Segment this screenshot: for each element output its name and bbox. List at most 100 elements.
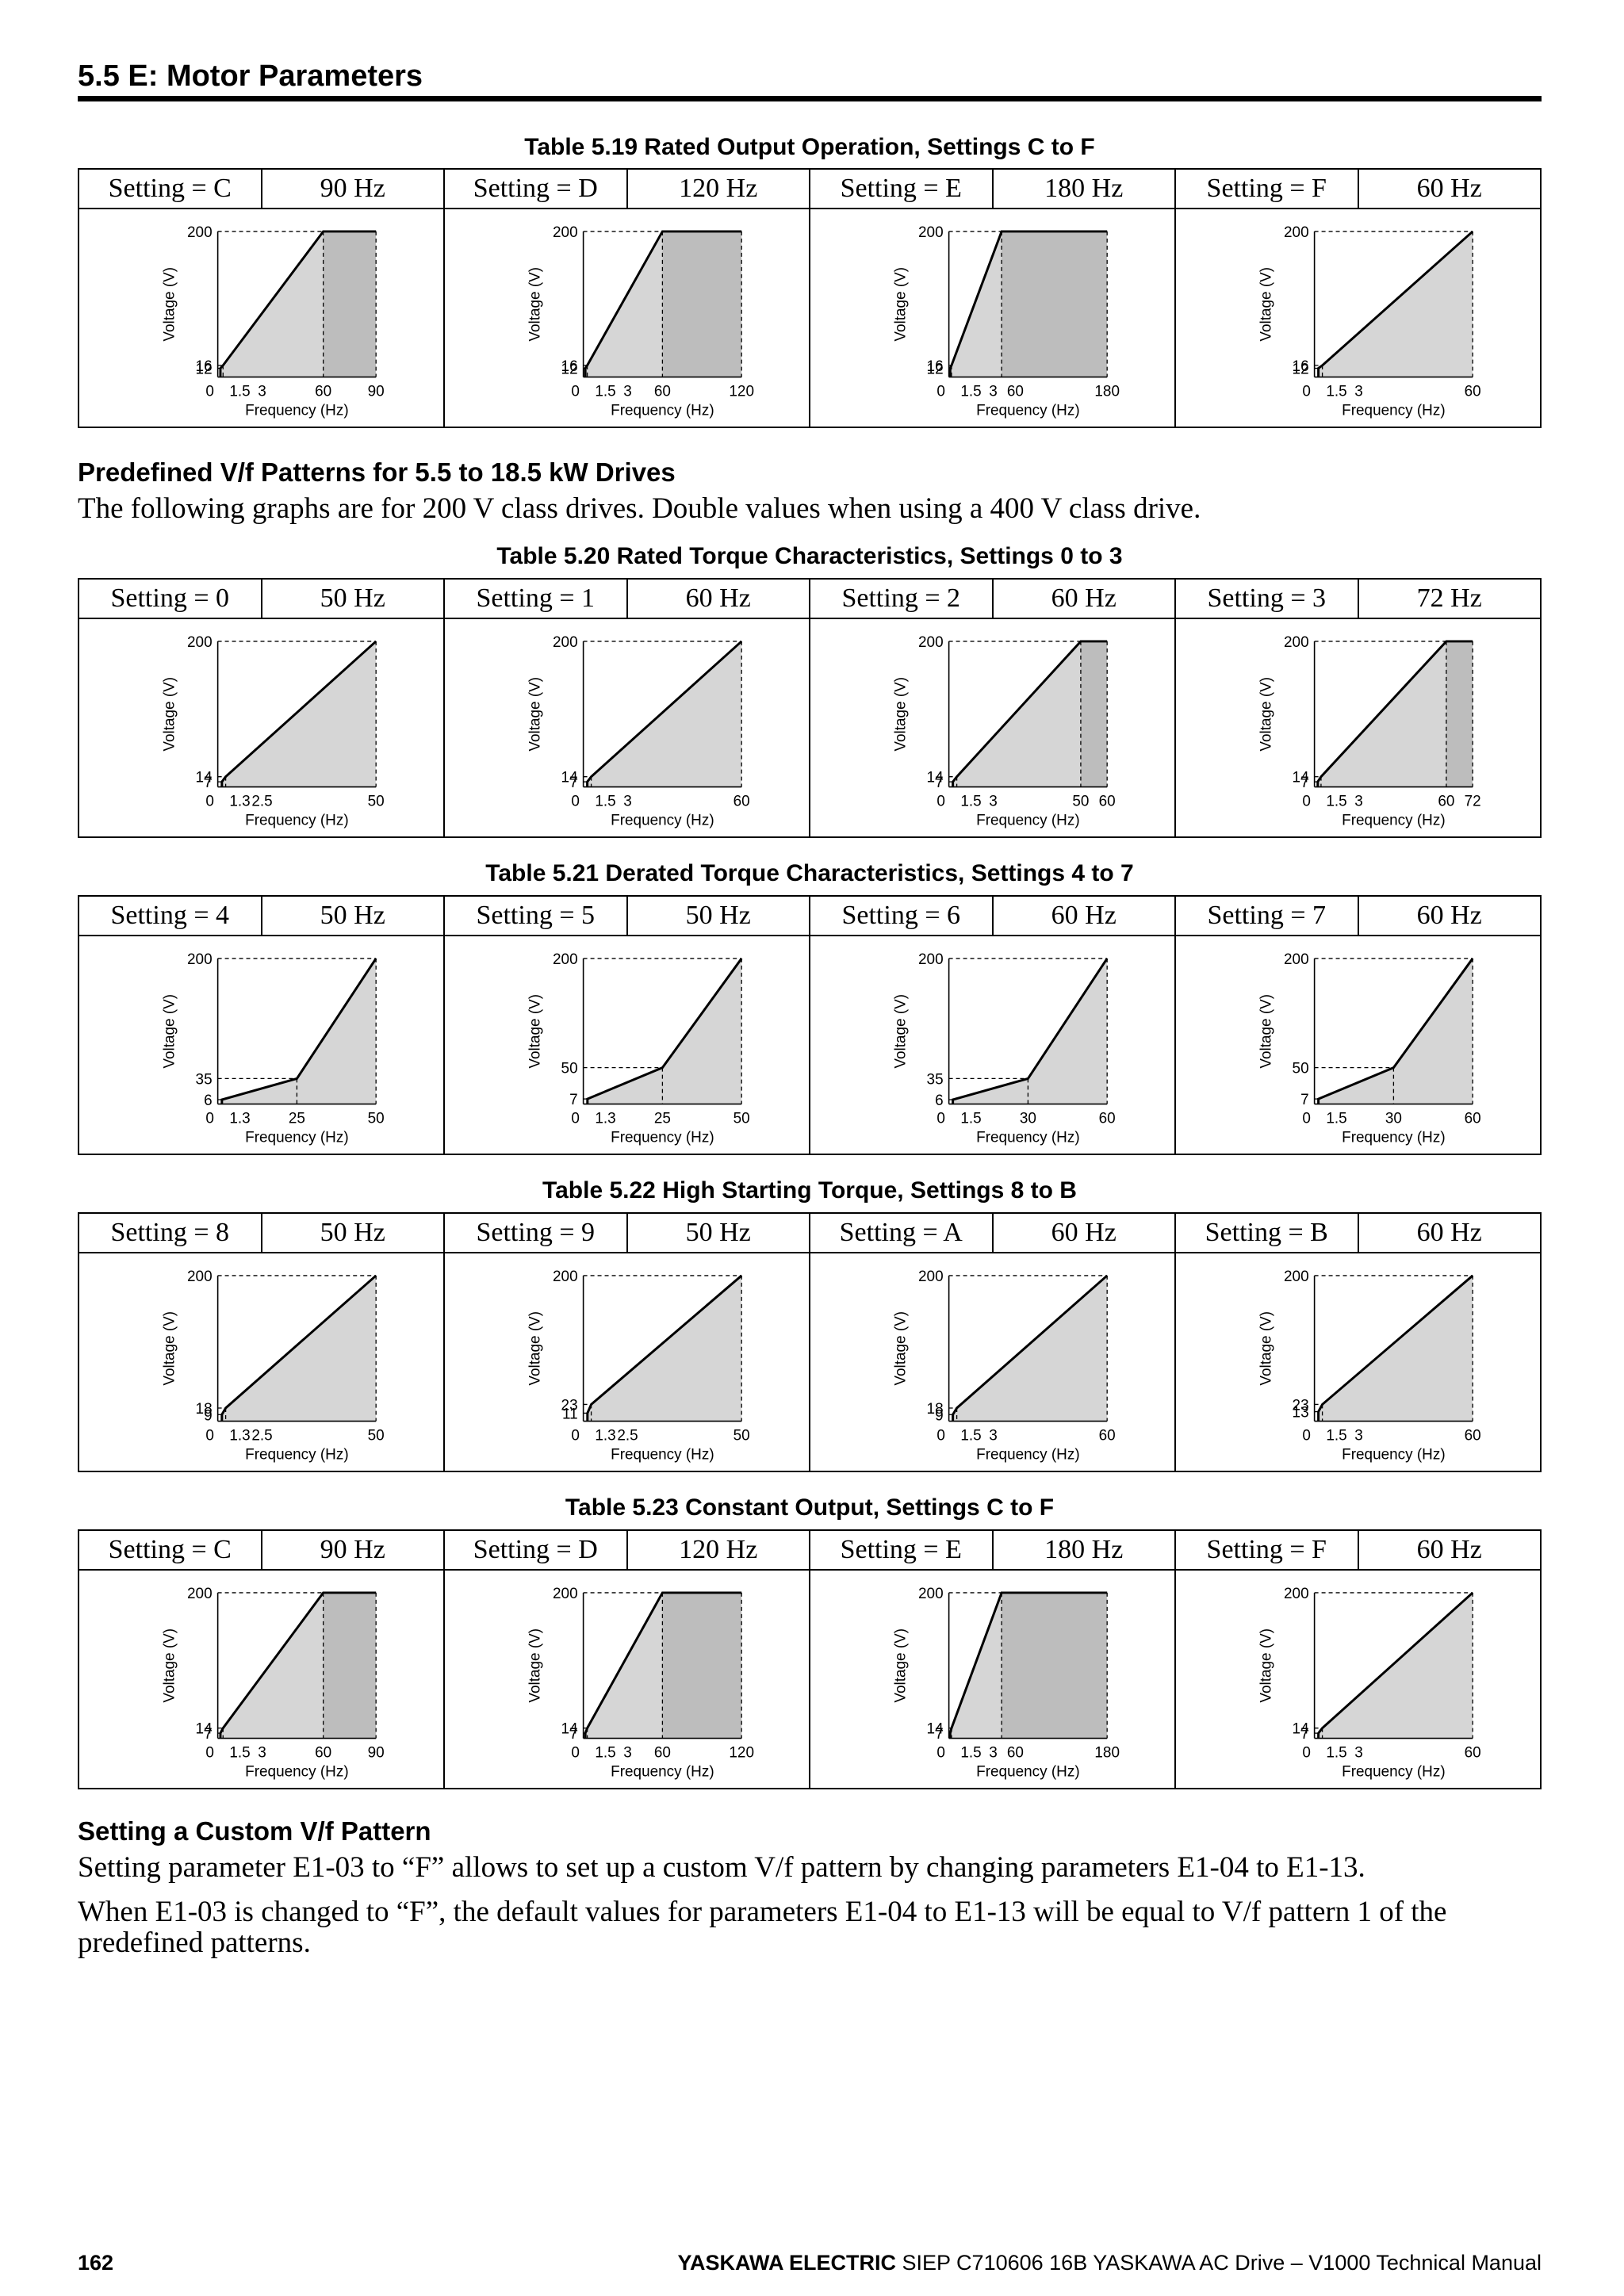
page-number: 162 [78, 2251, 114, 2275]
y-tick-label: 200 [553, 1586, 578, 1602]
x-tick-label: 25 [654, 1110, 671, 1127]
y-axis-title: Voltage (V) [527, 267, 544, 342]
x-tick-label: 0 [205, 383, 214, 400]
y-tick-label: 9 [935, 1407, 944, 1424]
vf-line [586, 958, 743, 1104]
y-tick-label: 200 [918, 634, 944, 651]
vf-area-constant [323, 1592, 377, 1739]
x-tick-label: 3 [1354, 1744, 1363, 1761]
y-tick-label: 16 [1293, 358, 1309, 375]
vf-chart: 714 200 0 1.5 3 60 90 Frequency (Hz) Voltage (V) [162, 1586, 385, 1781]
x-tick-label: 1.5 [1326, 1427, 1346, 1444]
setting-label: Setting = D [443, 168, 628, 209]
vf-line [1317, 230, 1474, 377]
vf-line [952, 1274, 1109, 1422]
y-tick-label: 200 [553, 634, 578, 651]
x-tick-label: 0 [205, 1744, 214, 1761]
y-tick-label: 11 [562, 1406, 578, 1422]
y-tick-label: 50 [1293, 1061, 1309, 1077]
x-tick-label: 1.5 [1326, 1110, 1346, 1127]
y-tick-label: 23 [1293, 1397, 1309, 1414]
x-tick-label: 3 [623, 793, 632, 809]
frequency-label: 120 Hz [626, 168, 810, 209]
y-tick-label: 200 [1284, 224, 1309, 241]
x-tick-label: 2.5 [617, 1427, 638, 1444]
x-tick-label: 0 [936, 793, 945, 809]
x-tick-label: 1.3 [229, 1110, 250, 1127]
vf-area [220, 231, 324, 377]
vf-chart-cell: 13 23 200 0 1.5 3 60 Frequency (Hz) Voltage (V) [1174, 1252, 1542, 1472]
y-axis-title: Voltage (V) [893, 1311, 910, 1386]
table-caption: Table 5.20 Rated Torque Characteristics,… [496, 543, 1123, 569]
vf-area [587, 641, 742, 787]
y-tick-label: 7 [1300, 1092, 1309, 1108]
x-axis-title: Frequency (Hz) [245, 402, 349, 419]
y-axis-title: Voltage (V) [1258, 1628, 1275, 1703]
x-tick-label: 1.5 [1326, 793, 1346, 809]
vf-line [584, 1591, 742, 1739]
x-tick-label: 2.5 [251, 1427, 272, 1444]
y-axis-title: Voltage (V) [1258, 677, 1275, 752]
x-tick-label: 60 [1438, 793, 1454, 809]
vf-line [1316, 640, 1473, 787]
y-axis-title: Voltage (V) [527, 994, 544, 1069]
y-tick-label: 7 [935, 775, 944, 791]
vf-line [948, 1591, 1108, 1739]
y-tick-label: 200 [187, 1269, 213, 1285]
y-tick-label: 6 [935, 1093, 944, 1109]
setting-label: Setting = 5 [443, 895, 628, 936]
y-tick-label: 200 [1284, 951, 1309, 968]
setting-label: Setting = 2 [809, 578, 994, 619]
x-tick-label: 3 [989, 1744, 998, 1761]
body-text: When E1-03 is changed to “F”, the defaul… [78, 1896, 1447, 1959]
vf-line [586, 640, 743, 787]
x-tick-label: 3 [623, 1744, 632, 1761]
frequency-label: 60 Hz [1357, 895, 1542, 936]
vf-area-constant [1002, 1592, 1108, 1739]
x-tick-label: 1.5 [960, 793, 981, 809]
vf-chart: 714 200 0 1.5 3 60 120 Frequency (Hz) Voltage (V… [527, 1586, 754, 1781]
vf-chart-cell: 7 14 200 0 1.3 2.5 50 Frequency (Hz) Voltage (V) [78, 618, 445, 838]
vf-chart: 6 35 200 0 1.3 25 50 Frequency (Hz) Voltage (V) [162, 951, 385, 1146]
vf-line [586, 1274, 743, 1422]
vf-chart-cell: 7 14 200 0 1.5 3 60 120 Frequency (Hz) Voltage (V… [443, 1569, 810, 1789]
x-axis-title: Frequency (Hz) [611, 1446, 714, 1463]
vf-chart-cell: 12 16 200 0 1.5 3 60 90 Frequency (Hz) Voltage (V… [78, 208, 445, 428]
y-tick-label: 9 [204, 1407, 213, 1424]
y-axis-title: Voltage (V) [1258, 1311, 1275, 1386]
x-axis-title: Frequency (Hz) [976, 402, 1080, 419]
frequency-label: 180 Hz [991, 1529, 1176, 1571]
table-caption: Table 5.22 High Starting Torque, Setting… [542, 1177, 1077, 1203]
vf-chart: 7 50 200 0 1.5 30 60 Frequency (Hz) Voltage (V) [1258, 951, 1481, 1146]
y-tick-label: 200 [187, 951, 213, 968]
vf-line [219, 1591, 377, 1739]
y-axis-title: Voltage (V) [893, 677, 910, 752]
frequency-label: 72 Hz [1357, 578, 1542, 619]
x-tick-label: 0 [571, 793, 580, 809]
x-tick-label: 50 [368, 793, 385, 809]
x-tick-label: 60 [1099, 1427, 1116, 1444]
x-axis-title: Frequency (Hz) [245, 812, 349, 828]
x-axis-title: Frequency (Hz) [611, 812, 714, 828]
x-axis-title: Frequency (Hz) [245, 1446, 349, 1463]
vf-chart-cell: 9 18 200 0 1.5 3 60 Frequency (Hz) Voltage (V) [809, 1252, 1176, 1472]
x-tick-label: 0 [936, 1744, 945, 1761]
x-tick-label: 3 [1354, 1427, 1363, 1444]
x-axis-title: Frequency (Hz) [976, 1129, 1080, 1146]
body-text: The following graphs are for 200 V class… [78, 492, 1201, 525]
vf-area [1318, 1275, 1473, 1422]
x-tick-label: 0 [205, 1427, 214, 1444]
frequency-label: 60 Hz [991, 895, 1176, 936]
vf-chart-cell: 6 35 200 0 1.3 25 50 Frequency (Hz) Voltage (V) [78, 935, 445, 1155]
y-axis-title: Voltage (V) [1258, 267, 1275, 342]
x-tick-label: 3 [258, 1744, 266, 1761]
table-caption: Table 5.19 Rated Output Operation, Setti… [524, 134, 1095, 160]
vf-table: Setting = 8 50 Hz Setting = 9 50 Hz Sett… [78, 1212, 1542, 1472]
x-tick-label: 0 [205, 793, 214, 809]
y-tick-label: 14 [561, 770, 578, 786]
x-tick-label: 1.5 [595, 793, 615, 809]
frequency-label: 60 Hz [991, 1212, 1176, 1253]
y-tick-label: 14 [1293, 770, 1309, 786]
